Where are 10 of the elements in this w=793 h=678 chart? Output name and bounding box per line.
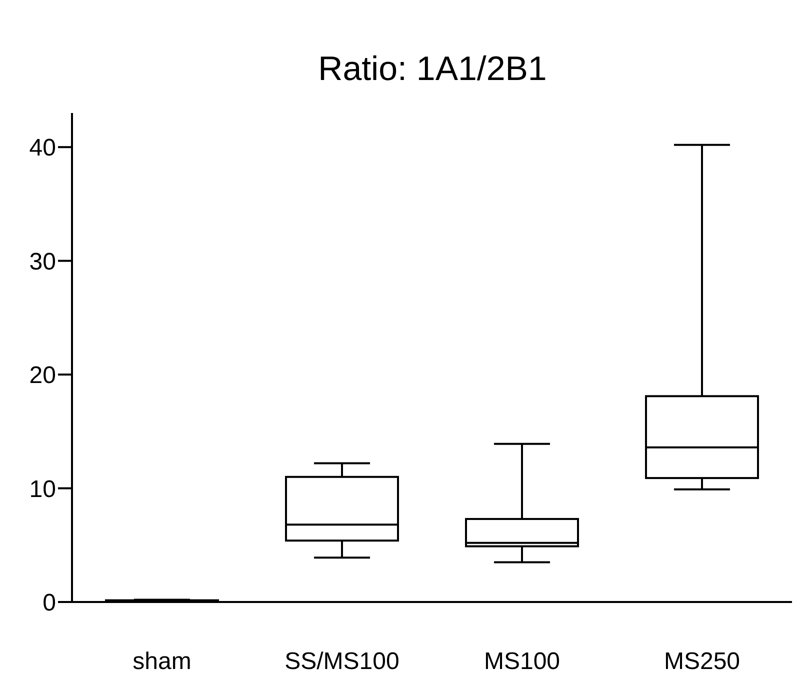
y-tick-label: 30	[29, 248, 56, 276]
y-tick-label: 0	[42, 590, 56, 617]
x-tick-label: sham	[132, 648, 192, 676]
y-tick-label: 40	[29, 134, 56, 162]
x-tick-label: MS100	[484, 648, 560, 676]
y-tick-label: 10	[29, 476, 56, 503]
x-tick-label: SS/MS100	[284, 648, 400, 676]
y-tick-label: 20	[29, 362, 56, 390]
x-tick-label: MS250	[664, 648, 740, 676]
chart-title: Ratio: 1A1/2B1	[317, 50, 548, 89]
